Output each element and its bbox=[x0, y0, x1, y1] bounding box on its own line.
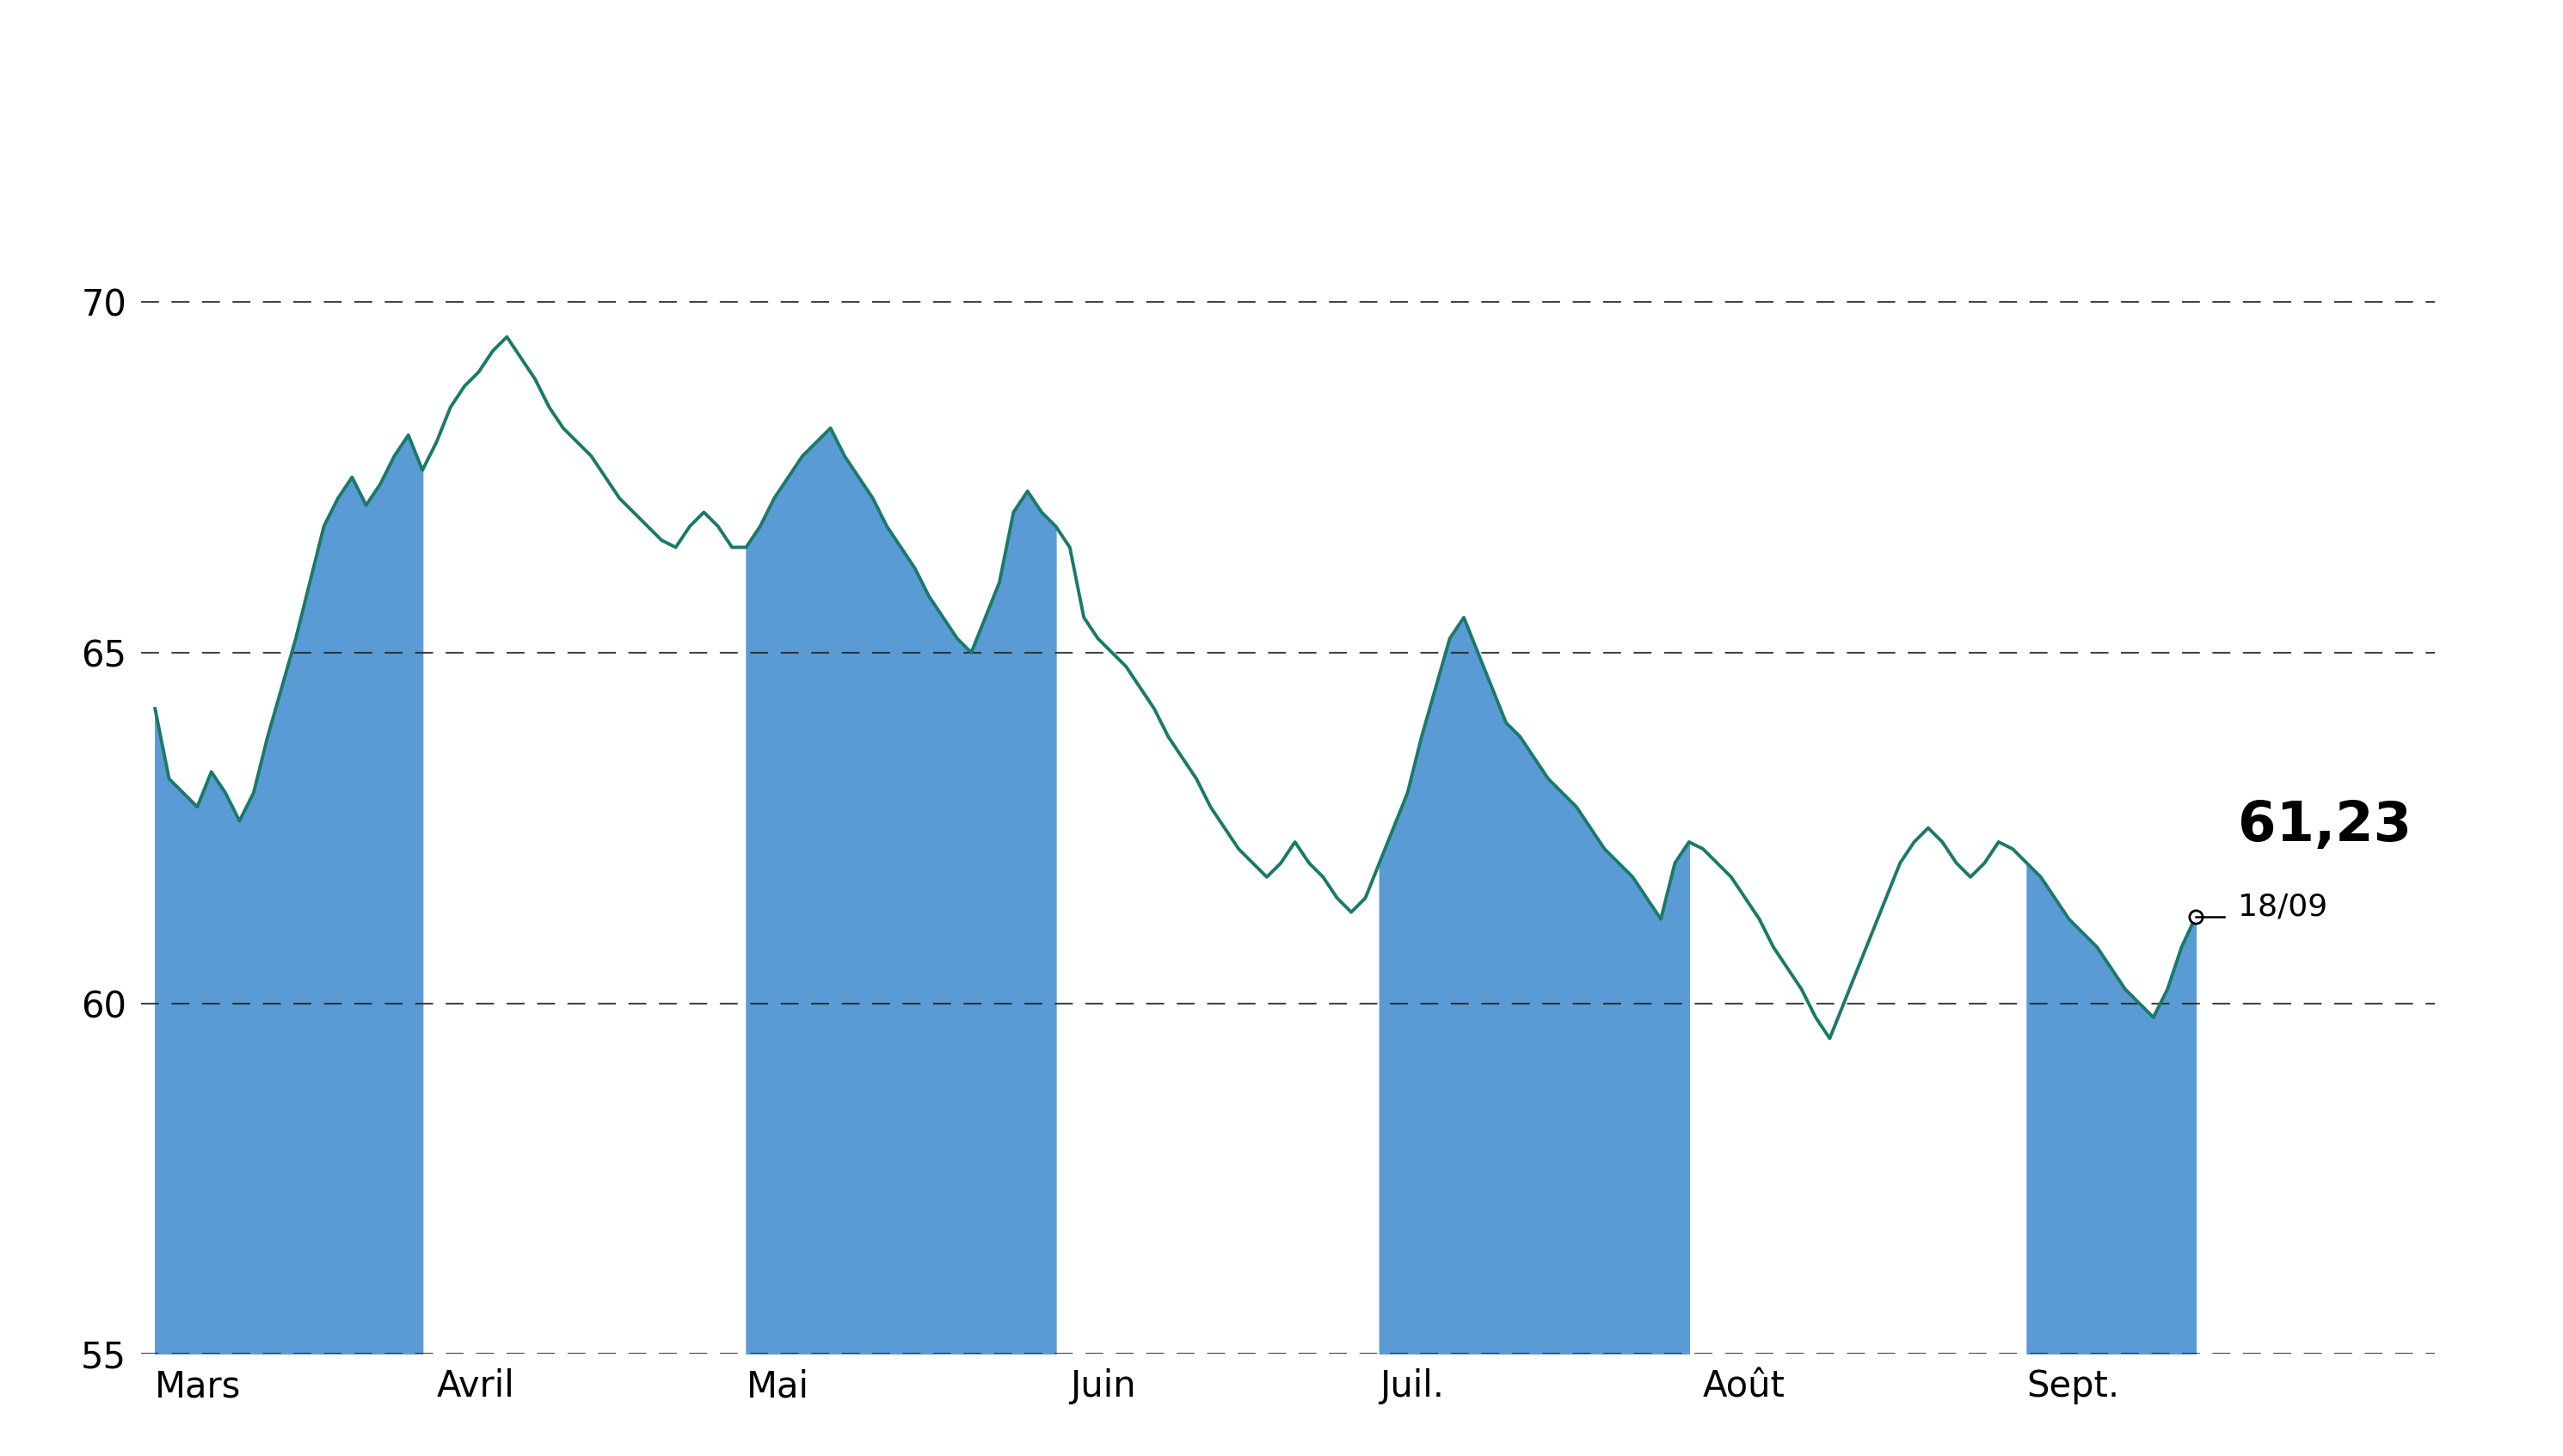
Text: 18/09: 18/09 bbox=[2237, 893, 2327, 922]
Text: TOTALENERGIES: TOTALENERGIES bbox=[682, 19, 1881, 149]
Text: 61,23: 61,23 bbox=[2237, 799, 2412, 853]
